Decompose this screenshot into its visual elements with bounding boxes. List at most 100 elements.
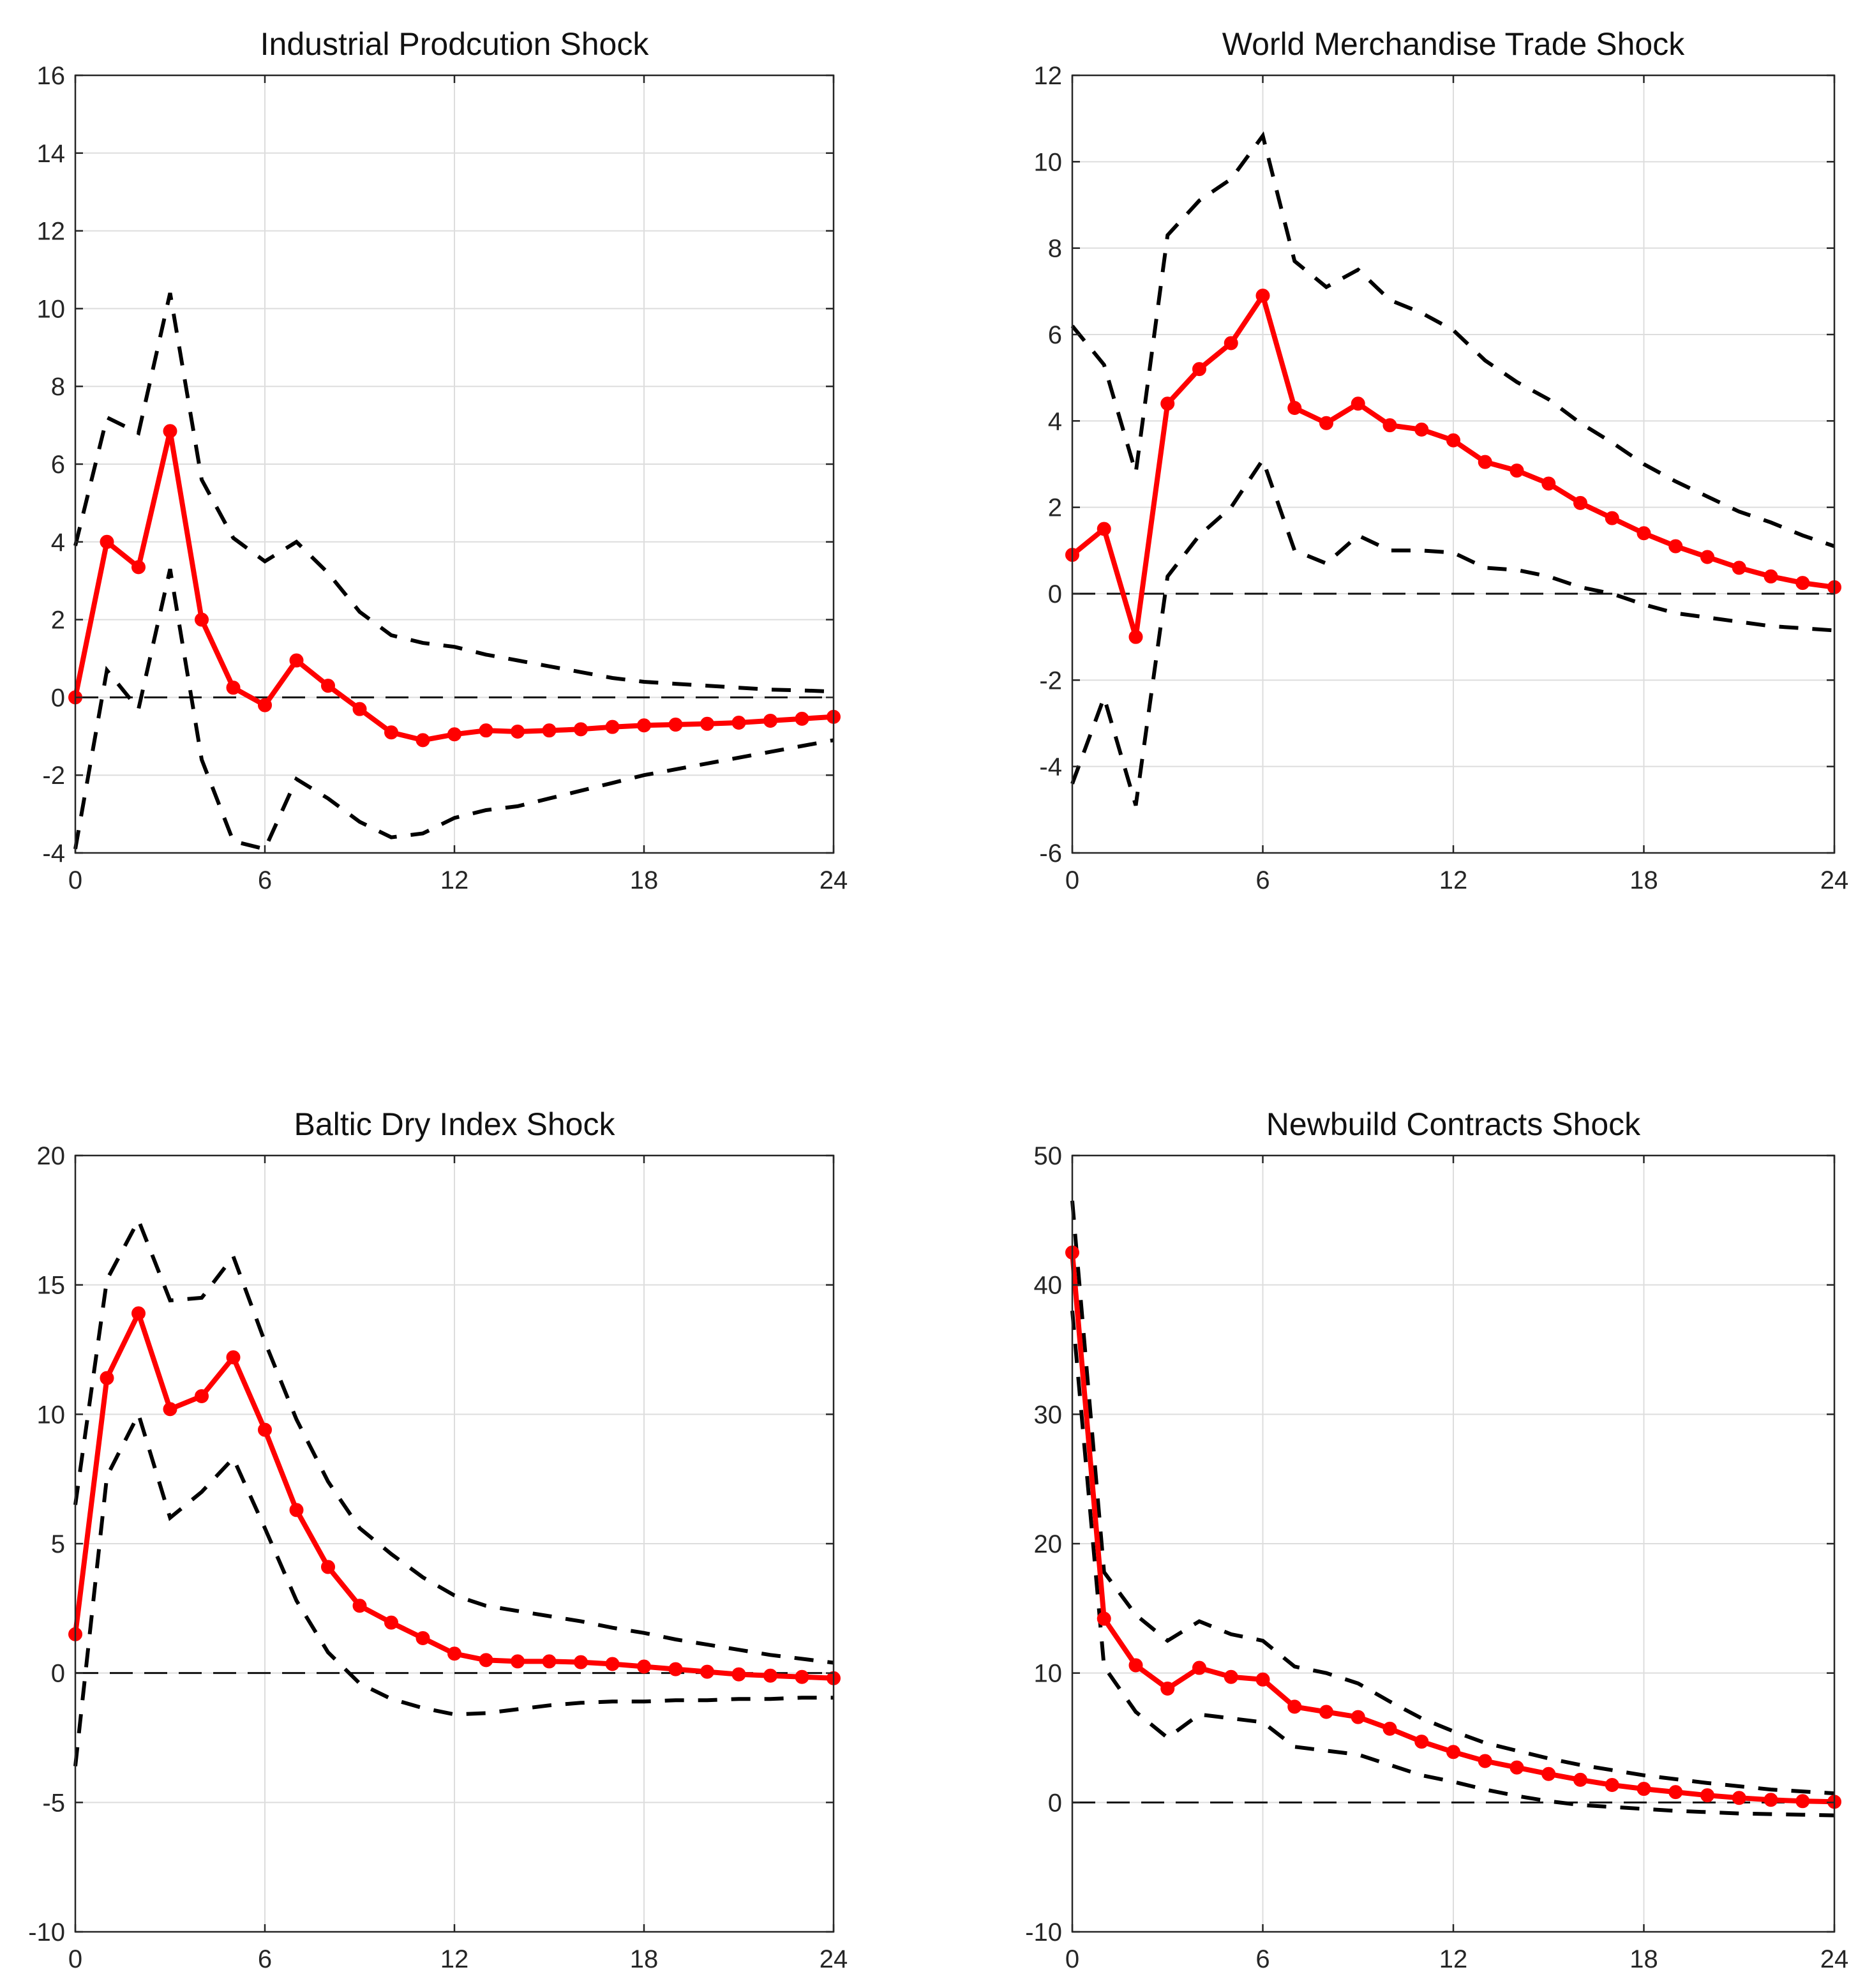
y-tick-label-1: -2	[42, 762, 65, 790]
response-point-6	[1255, 289, 1270, 303]
chart-title: Newbuild Contracts Shock	[1266, 1106, 1641, 1142]
y-tick-label-0: -4	[42, 840, 65, 868]
x-tick-label-3: 18	[630, 1945, 659, 1973]
response-point-9	[352, 1599, 367, 1613]
upper-band-line	[1070, 131, 1835, 548]
y-tick-label-4: 2	[1048, 494, 1062, 522]
response-point-9	[1351, 396, 1365, 411]
response-point-6	[258, 1422, 272, 1437]
chart-baltic-dry-index: 0 6 12 18 24 -10 -5 0 5 10 15 20 Baltic Dry Index Sh…	[28, 1106, 848, 1973]
x-tick-label-0: 0	[68, 1945, 82, 1973]
x-tick-label-3: 18	[630, 866, 659, 894]
response-point-12	[447, 1646, 461, 1661]
response-point-7	[289, 653, 304, 668]
x-tick-label-1: 6	[1255, 1945, 1270, 1973]
x-tick-label-3: 18	[1629, 1945, 1658, 1973]
response-point-20	[700, 716, 714, 731]
response-point-21	[1732, 561, 1746, 575]
response-point-10	[1382, 418, 1397, 433]
response-point-16	[1573, 1772, 1587, 1787]
y-tick-label-0: -10	[28, 1918, 65, 1947]
x-tick-label-1: 6	[258, 866, 272, 894]
y-tick-label-2: 10	[1034, 1660, 1063, 1688]
y-tick-label-0: -6	[1039, 840, 1062, 868]
y-tick-label-1: 0	[1048, 1789, 1062, 1817]
upper-band-line	[1070, 1200, 1835, 1796]
response-point-1	[1097, 1611, 1111, 1626]
x-tick-label-0: 0	[68, 866, 82, 894]
x-tick-label-2: 12	[1439, 1945, 1468, 1973]
response-point-8	[321, 679, 335, 693]
response-point-14	[1509, 463, 1524, 478]
response-point-20	[1700, 550, 1714, 564]
y-tick-label-6: 6	[1048, 321, 1062, 349]
response-point-1	[100, 1371, 114, 1385]
response-point-15	[542, 1654, 557, 1669]
response-point-6	[258, 698, 272, 712]
response-point-22	[763, 713, 777, 728]
upper-band-line	[73, 1216, 834, 1665]
response-point-23	[1795, 576, 1810, 591]
response-point-15	[1541, 476, 1556, 491]
response-point-8	[321, 1560, 335, 1574]
lower-band-line	[73, 568, 834, 852]
response-point-15	[1541, 1766, 1556, 1781]
y-tick-label-10: 16	[37, 62, 66, 90]
chart-title: Baltic Dry Index Shock	[294, 1106, 616, 1142]
response-point-21	[731, 715, 746, 730]
response-point-17	[605, 1657, 620, 1671]
chart-title: Industrial Prodcution Shock	[260, 26, 650, 62]
y-tick-label-8: 12	[37, 218, 66, 246]
y-tick-label-7: 8	[1048, 235, 1062, 263]
x-tick-label-3: 18	[1629, 866, 1658, 894]
response-point-11	[416, 733, 430, 748]
y-tick-label-4: 10	[37, 1401, 66, 1429]
y-tick-label-3: 20	[1034, 1530, 1063, 1558]
response-point-17	[605, 719, 620, 734]
x-tick-label-1: 6	[258, 1945, 272, 1973]
y-tick-label-2: 0	[51, 1660, 65, 1688]
response-point-22	[1764, 1793, 1778, 1807]
response-point-19	[1668, 1785, 1683, 1800]
y-tick-label-5: 4	[1048, 407, 1062, 435]
response-point-5	[226, 681, 241, 695]
response-point-10	[384, 1615, 398, 1630]
response-point-10	[384, 725, 398, 740]
response-point-5	[1224, 336, 1238, 350]
y-tick-label-5: 6	[51, 451, 65, 479]
x-tick-label-4: 24	[1820, 866, 1849, 894]
response-point-17	[1605, 1777, 1619, 1792]
y-tick-label-8: 10	[1034, 148, 1063, 176]
response-point-7	[1287, 1699, 1302, 1714]
response-point-10	[1382, 1721, 1397, 1736]
response-point-18	[637, 1659, 651, 1674]
y-tick-label-6: 8	[51, 373, 65, 401]
response-point-4	[195, 612, 209, 627]
response-point-5	[226, 1350, 241, 1365]
response-point-12	[1446, 433, 1460, 448]
y-tick-label-3: 0	[1048, 580, 1062, 608]
response-point-20	[1700, 1788, 1714, 1803]
x-tick-label-4: 24	[820, 1945, 848, 1973]
response-point-3	[163, 424, 177, 439]
response-point-4	[195, 1389, 209, 1403]
response-point-13	[1478, 455, 1492, 469]
response-point-21	[731, 1667, 746, 1682]
response-point-1	[1097, 522, 1111, 536]
x-tick-label-4: 24	[820, 866, 848, 894]
response-point-6	[1255, 1672, 1270, 1687]
response-point-13	[479, 723, 493, 738]
y-tick-label-1: -5	[42, 1789, 65, 1817]
response-point-11	[416, 1630, 430, 1645]
response-point-3	[1160, 1681, 1175, 1696]
y-tick-label-5: 40	[1034, 1272, 1063, 1300]
response-point-18	[1637, 526, 1651, 541]
response-point-2	[1128, 629, 1143, 644]
response-point-11	[1414, 422, 1429, 437]
response-point-19	[668, 1662, 683, 1676]
x-tick-label-1: 6	[1255, 866, 1270, 894]
response-point-7	[289, 1503, 304, 1517]
x-tick-label-2: 12	[440, 1945, 469, 1973]
